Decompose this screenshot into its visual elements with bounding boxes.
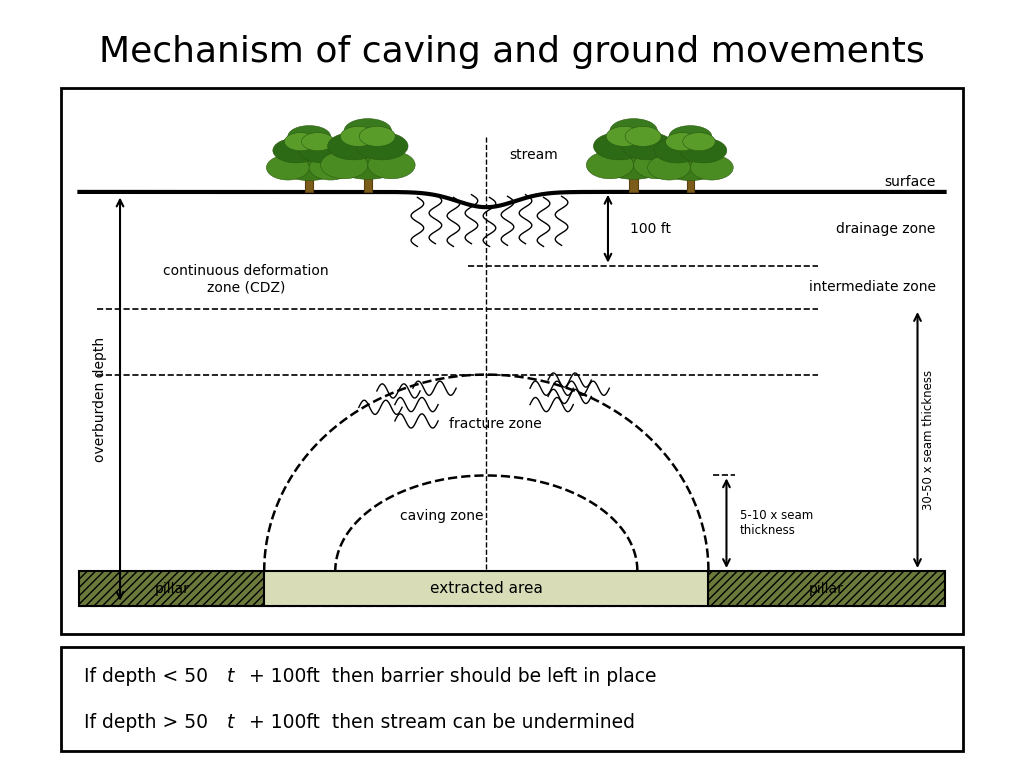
Bar	[364, 168, 372, 192]
Ellipse shape	[301, 133, 334, 151]
Ellipse shape	[266, 155, 309, 180]
Ellipse shape	[272, 138, 319, 163]
Ellipse shape	[368, 151, 415, 179]
Ellipse shape	[356, 132, 408, 160]
Text: overburden depth: overburden depth	[93, 336, 108, 462]
Text: extracted area: extracted area	[430, 581, 543, 596]
Text: Mechanism of caving and ground movements: Mechanism of caving and ground movements	[99, 35, 925, 68]
Text: t: t	[226, 667, 233, 686]
Bar	[709, 571, 944, 607]
Ellipse shape	[683, 133, 715, 151]
Ellipse shape	[690, 155, 733, 180]
Bar	[80, 571, 264, 607]
Text: drainage zone: drainage zone	[837, 222, 936, 236]
Ellipse shape	[344, 118, 391, 143]
Ellipse shape	[288, 126, 331, 147]
Text: t: t	[226, 713, 233, 732]
Ellipse shape	[669, 126, 712, 147]
Text: 5-10 x seam
thickness: 5-10 x seam thickness	[740, 509, 813, 537]
Text: 100 ft: 100 ft	[631, 222, 672, 236]
Text: intermediate zone: intermediate zone	[809, 280, 936, 294]
Text: stream: stream	[509, 148, 558, 162]
Ellipse shape	[594, 132, 645, 160]
Text: continuous deformation
zone (CDZ): continuous deformation zone (CDZ)	[164, 264, 329, 294]
Ellipse shape	[285, 133, 317, 151]
Ellipse shape	[647, 155, 690, 180]
Bar	[686, 170, 694, 192]
Text: If depth > 50: If depth > 50	[84, 713, 208, 732]
Text: + 100ft  then barrier should be left in place: + 100ft then barrier should be left in p…	[243, 667, 656, 686]
Text: fracture zone: fracture zone	[449, 417, 542, 431]
Ellipse shape	[680, 138, 727, 163]
Bar	[264, 571, 709, 607]
Ellipse shape	[340, 127, 377, 147]
Bar	[630, 168, 638, 192]
Text: pillar: pillar	[809, 581, 844, 596]
Ellipse shape	[610, 118, 657, 143]
Ellipse shape	[654, 138, 701, 163]
Ellipse shape	[333, 145, 403, 179]
Text: 30-50 x seam thickness: 30-50 x seam thickness	[922, 370, 935, 510]
Ellipse shape	[666, 133, 698, 151]
Ellipse shape	[587, 151, 634, 179]
Bar	[305, 170, 313, 192]
Text: + 100ft  then stream can be undermined: + 100ft then stream can be undermined	[243, 713, 635, 732]
Ellipse shape	[359, 127, 395, 147]
Ellipse shape	[278, 150, 341, 180]
Text: caving zone: caving zone	[399, 509, 483, 523]
Ellipse shape	[634, 151, 681, 179]
Ellipse shape	[625, 127, 662, 147]
Text: surface: surface	[884, 175, 936, 189]
Ellipse shape	[598, 145, 669, 179]
Text: pillar: pillar	[155, 581, 189, 596]
Text: If depth < 50: If depth < 50	[84, 667, 208, 686]
Ellipse shape	[658, 150, 723, 180]
Ellipse shape	[309, 155, 352, 180]
Ellipse shape	[328, 132, 380, 160]
Ellipse shape	[321, 151, 368, 179]
Ellipse shape	[299, 138, 346, 163]
Ellipse shape	[606, 127, 642, 147]
Ellipse shape	[622, 132, 674, 160]
